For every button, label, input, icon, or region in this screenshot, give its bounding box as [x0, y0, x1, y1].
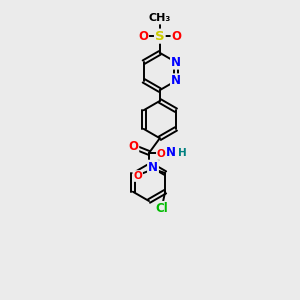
Text: S: S	[155, 30, 165, 43]
Text: O: O	[172, 30, 182, 43]
Text: CH₃: CH₃	[149, 14, 171, 23]
Text: N: N	[166, 146, 176, 159]
Text: H: H	[178, 148, 187, 158]
Text: O: O	[157, 149, 166, 159]
Text: O: O	[133, 171, 142, 181]
Text: N: N	[148, 161, 158, 174]
Text: N: N	[171, 74, 181, 87]
Text: Cl: Cl	[156, 202, 169, 215]
Text: O: O	[138, 30, 148, 43]
Text: N: N	[171, 56, 181, 69]
Text: O: O	[128, 140, 138, 153]
